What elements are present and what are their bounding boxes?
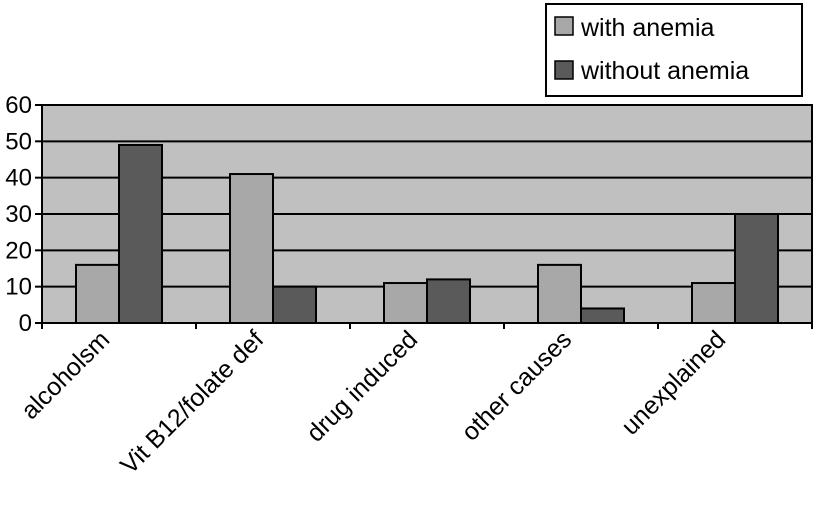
bar-without-anemia xyxy=(580,307,625,325)
y-tick-label: 40 xyxy=(5,165,32,192)
bar-without-anemia xyxy=(426,278,471,324)
bar-with-anemia xyxy=(383,282,428,324)
y-tick-label: 60 xyxy=(5,92,32,119)
legend-label-without-anemia: without anemia xyxy=(580,57,749,85)
x-category-label: Vit B12/folate def xyxy=(115,325,269,479)
y-tick-label: 50 xyxy=(5,128,32,155)
bar-with-anemia xyxy=(691,282,736,324)
legend-swatch-with-anemia xyxy=(554,16,574,36)
bar-with-anemia xyxy=(537,263,582,325)
bar-with-anemia xyxy=(75,263,120,325)
y-tick-label: 0 xyxy=(19,310,32,337)
bar-with-anemia xyxy=(229,173,274,324)
x-category-label: alcoholsm xyxy=(16,325,115,424)
y-tick-label: 20 xyxy=(5,237,32,264)
bar-without-anemia xyxy=(734,213,779,324)
legend-label-with-anemia: with anemia xyxy=(580,14,714,42)
y-axis: 0 10 20 30 40 50 60 xyxy=(5,92,813,337)
y-tick-label: 10 xyxy=(5,274,32,301)
legend-box xyxy=(545,3,803,97)
legend-swatch-without-anemia xyxy=(554,60,574,80)
bar-without-anemia xyxy=(118,143,163,324)
legend: with anemia without anemia xyxy=(545,3,803,97)
x-category-label: drug induced xyxy=(301,325,423,447)
y-tick-label: 30 xyxy=(5,201,32,228)
x-category-label: unexplained xyxy=(616,325,731,440)
x-axis-labels: alcoholsm Vit B12/folate def drug induced o… xyxy=(16,325,731,479)
x-category-label: other causes xyxy=(456,325,577,446)
bars xyxy=(75,143,779,325)
bar-without-anemia xyxy=(272,285,317,324)
